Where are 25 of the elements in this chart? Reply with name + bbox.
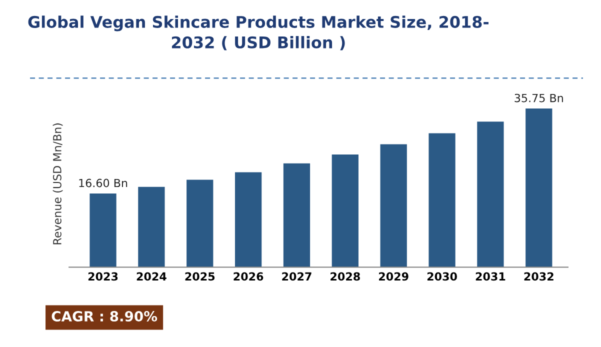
x-tick-label: 2027: [282, 272, 312, 281]
bar: [138, 186, 165, 268]
bar: [428, 133, 456, 268]
bar: [186, 180, 214, 268]
x-tick-label: 2031: [476, 272, 506, 281]
x-tick-label: 2025: [185, 272, 215, 281]
bar: [90, 194, 116, 268]
x-tick-label: 2030: [427, 272, 457, 281]
y-axis-title: Revenue (USD Mn/Bn): [52, 123, 63, 244]
bar: [526, 108, 552, 268]
bar: [283, 163, 310, 268]
x-tick-label: 2032: [524, 272, 554, 281]
x-tick-label: 2023: [88, 272, 118, 281]
bar: [332, 154, 358, 268]
bar: [477, 122, 504, 268]
data-label: 16.60 Bn: [79, 178, 128, 188]
x-tick-label: 2024: [136, 272, 166, 281]
x-tick-label: 2029: [379, 272, 408, 281]
data-label: 35.75 Bn: [514, 94, 563, 102]
x-tick-label: 2026: [234, 272, 264, 281]
chart-title: Global Vegan Skincare Products Market Size, 2018- 2032 ( USD Billion ): [28, 16, 489, 50]
bar: [234, 172, 262, 268]
text: CAGR : 8.90%: [52, 311, 158, 322]
bar: [380, 144, 407, 268]
x-tick-label: 2028: [330, 272, 360, 281]
